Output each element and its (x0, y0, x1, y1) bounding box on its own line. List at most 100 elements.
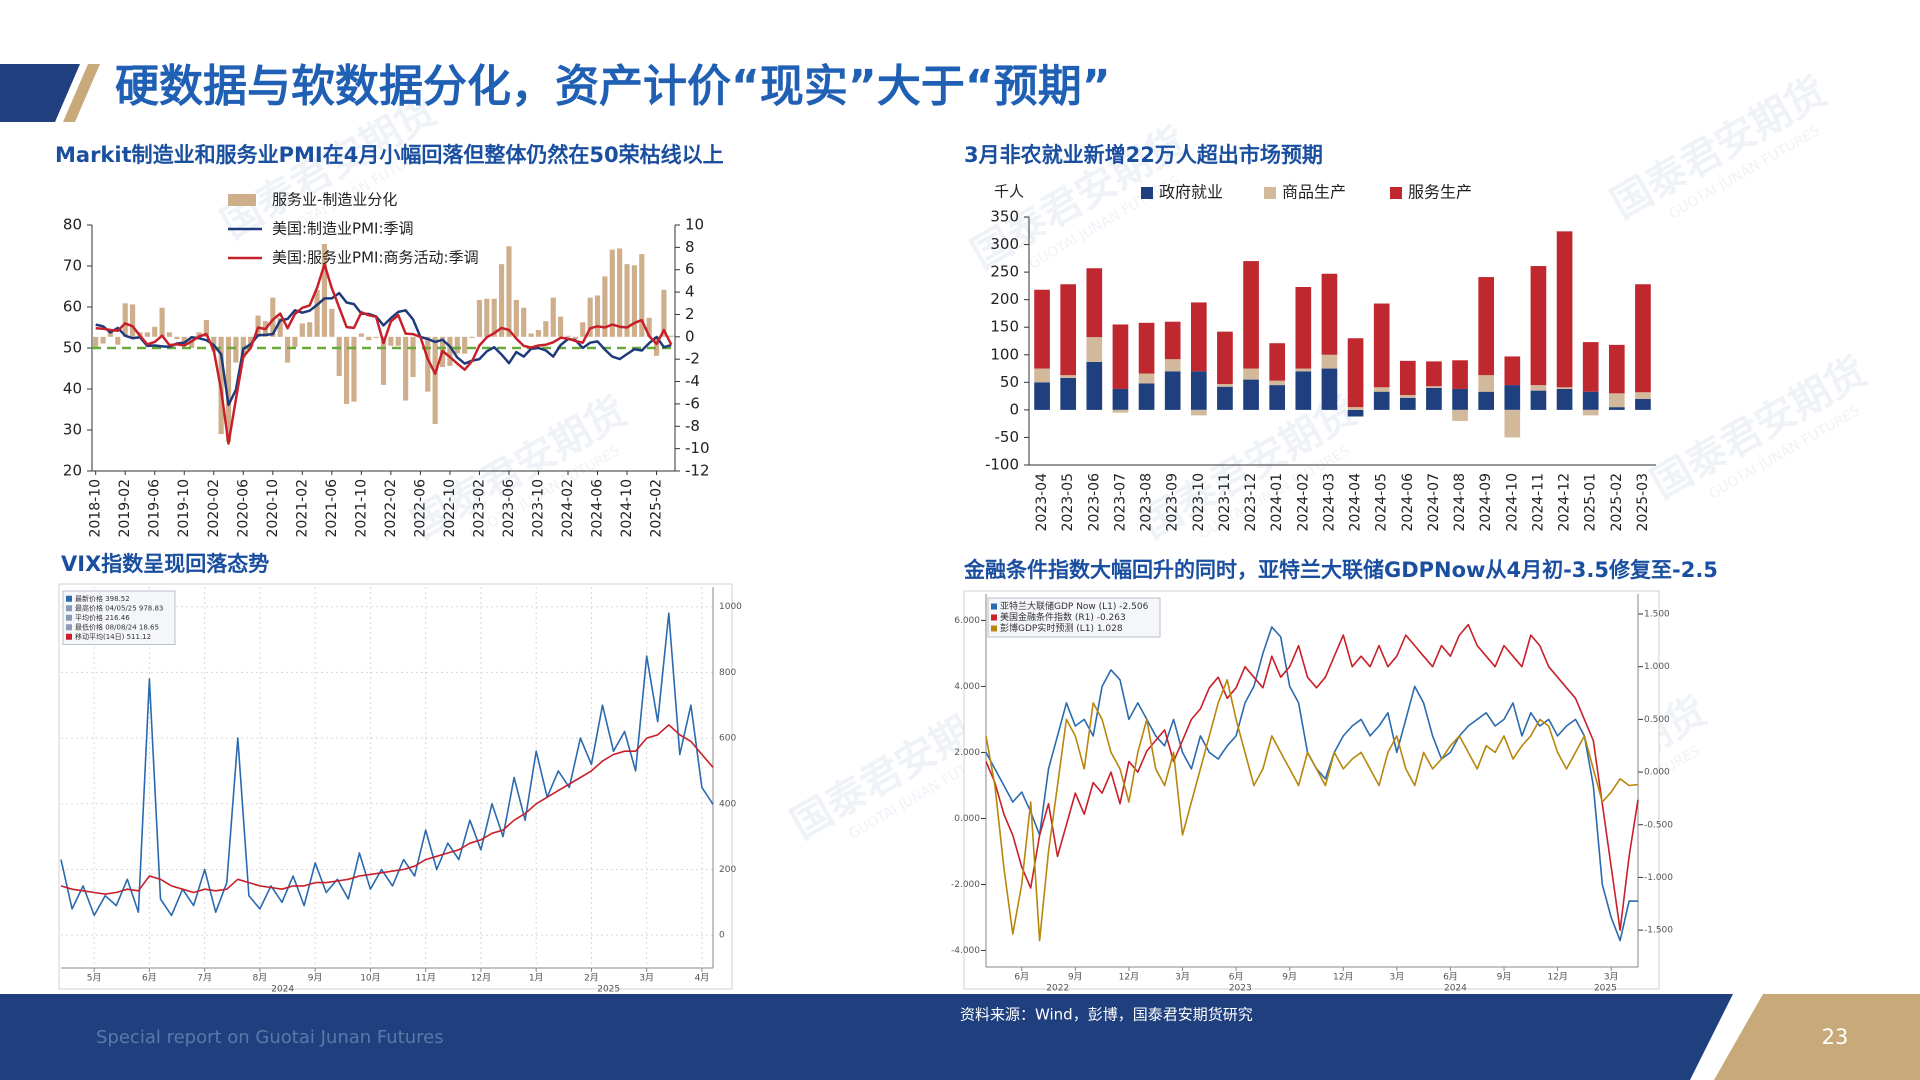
x-tick-label: 2020-10 (265, 479, 281, 538)
bar-segment (1452, 409, 1468, 421)
x-tick-label: 2025-03 (1635, 473, 1651, 532)
footer-text: Special report on Guotai Junan Futures (96, 1027, 444, 1048)
line-series (95, 263, 673, 445)
bar-segment (1347, 338, 1364, 408)
legend-swatch (66, 605, 72, 612)
x-group-label: 2022 (1046, 984, 1069, 994)
x-tick-label: 2024-01 (1269, 473, 1285, 532)
bar-segment (1478, 277, 1495, 376)
bar (270, 297, 276, 337)
bar (469, 336, 475, 338)
x-tick-label: 2023-05 (1060, 473, 1076, 532)
header-decoration (0, 64, 80, 122)
x-group-label: 2024 (1444, 984, 1467, 994)
line-series (60, 612, 714, 917)
x-tick-label: 12月 (1119, 972, 1139, 983)
bar-segment (1269, 385, 1286, 410)
x-tick-label: 7月 (197, 973, 212, 984)
bar-segment (1530, 390, 1547, 410)
y-tick-label: -0.500 (1644, 820, 1673, 830)
bar-segment (1556, 231, 1573, 388)
y-tick-label: 6.000 (954, 616, 980, 626)
legend-box (62, 590, 176, 645)
bar (624, 264, 630, 337)
bar-segment (1321, 368, 1338, 410)
y-tick-label: -4.000 (951, 946, 980, 956)
page-number: 23 (1822, 1025, 1849, 1049)
y-tick-label: 100 (990, 345, 1019, 363)
bar (144, 332, 150, 337)
bar (159, 307, 165, 337)
legend-swatch (991, 625, 997, 632)
bar (594, 295, 601, 337)
bar-segment (1426, 386, 1442, 388)
bar-segment (1060, 375, 1077, 378)
y-tick-label: -4 (685, 372, 700, 390)
bar-segment (1582, 391, 1599, 410)
y-tick-label: -12 (685, 462, 710, 480)
legend-label: 服务业-制造业分化 (272, 191, 397, 209)
y-tick-label: -1.000 (1644, 873, 1673, 883)
bar (203, 320, 209, 337)
legend-swatch (1264, 187, 1276, 199)
x-tick-label: 6月 (1014, 972, 1029, 983)
source-note: 资料来源：Wind，彭博，国泰君安期货研究 (960, 1006, 1253, 1024)
y-tick-label: 300 (990, 235, 1019, 253)
y-tick-label: -10 (685, 439, 710, 457)
x-group-label: 2023 (1229, 984, 1252, 994)
y-tick-label: 60 (63, 298, 82, 316)
bar (115, 336, 121, 345)
x-tick-label: 2月 (584, 973, 599, 984)
legend-label: 亚特兰大联储GDP Now (L1) -2.506 (1000, 600, 1149, 612)
x-tick-label: 2021-10 (353, 479, 369, 538)
bar (166, 332, 173, 337)
legend-swatch (1390, 187, 1402, 199)
y-unit: 千人 (994, 183, 1024, 201)
bar-segment (1582, 342, 1599, 392)
x-tick-label: 2025-02 (1609, 473, 1625, 532)
bar-segment (1295, 286, 1312, 369)
bar (631, 265, 637, 337)
y-tick-label: -8 (685, 417, 700, 435)
y-tick-label: 20 (63, 462, 82, 480)
bar (93, 336, 99, 347)
x-tick-label: 3月 (1389, 972, 1404, 983)
bar (543, 321, 549, 337)
x-tick-label: 1月 (529, 973, 544, 984)
bar-segment (1504, 356, 1521, 386)
x-tick-label: 6月 (142, 973, 157, 984)
x-tick-label: 2024-04 (1348, 473, 1364, 532)
bar (462, 336, 468, 354)
bar-segment (1373, 303, 1390, 388)
bar-segment (1635, 398, 1651, 410)
bar (565, 335, 571, 337)
x-tick-label: 2021-02 (294, 479, 310, 538)
x-tick-label: 2024-02 (560, 479, 576, 538)
legend-swatch (991, 603, 997, 610)
bar (498, 264, 505, 337)
x-tick-label: 2024-10 (619, 479, 635, 538)
x-tick-label: 2019-06 (147, 479, 163, 538)
x-tick-label: 2018-10 (88, 479, 104, 538)
y-tick-label: 2.000 (954, 748, 980, 758)
bar (292, 336, 298, 347)
bar-segment (1478, 375, 1495, 392)
bar-segment (1347, 409, 1364, 417)
bar (580, 322, 586, 337)
x-group-label: 2024 (271, 985, 294, 995)
bar (196, 332, 202, 337)
y-tick-label: 4 (685, 283, 695, 301)
bar-segment (1112, 409, 1129, 413)
x-tick-label: 10月 (360, 973, 380, 984)
y-tick-label: -1.500 (1644, 926, 1673, 936)
bar-segment (1164, 371, 1181, 410)
x-tick-label: 2023-04 (1034, 473, 1050, 532)
legend-label: 彭博GDP实时预测 (L1) 1.028 (1000, 622, 1123, 634)
bar-segment (1243, 261, 1259, 369)
bar-segment (1269, 343, 1286, 381)
bar (425, 336, 431, 392)
y-tick-label: 40 (63, 380, 82, 398)
bar-segment (1582, 409, 1599, 416)
y-tick-label: 1000 (719, 602, 742, 612)
